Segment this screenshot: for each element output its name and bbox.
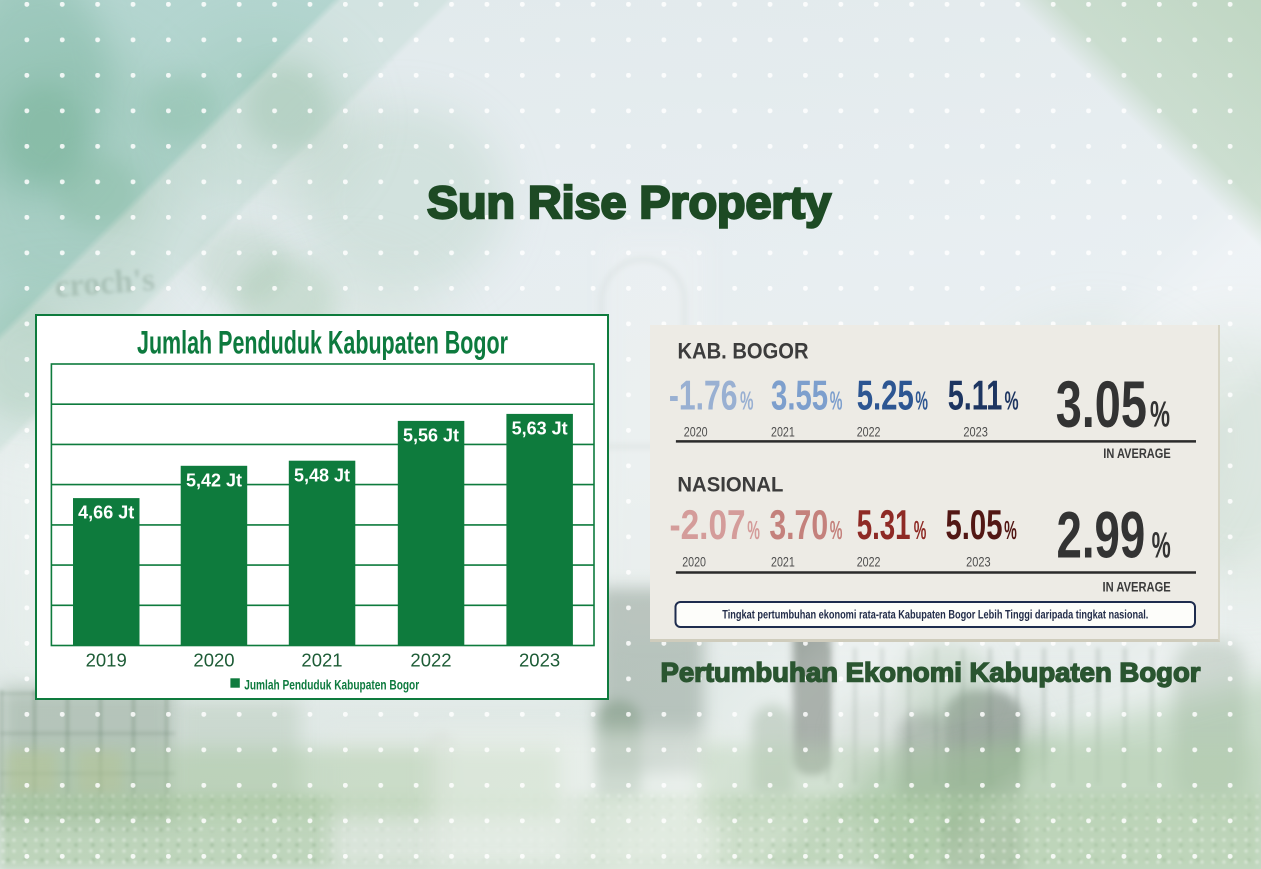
svg-text:%: % [914,515,927,545]
svg-text:%: % [830,515,843,545]
svg-text:%: % [1150,393,1170,434]
svg-text:Jumlah Penduduk Kabupaten Bogo: Jumlah Penduduk Kabupaten Bogor [244,678,420,693]
svg-text:2022: 2022 [857,554,881,569]
svg-text:IN AVERAGE: IN AVERAGE [1103,446,1170,461]
svg-text:5,56 Jt: 5,56 Jt [403,426,459,446]
svg-text:2.99: 2.99 [1057,497,1146,571]
svg-text:4,66 Jt: 4,66 Jt [78,503,134,523]
svg-text:%: % [1152,524,1171,565]
svg-text:-1.76: -1.76 [669,372,738,419]
svg-text:3.55: 3.55 [771,372,828,419]
svg-text:2022: 2022 [857,425,881,440]
svg-text:5.05: 5.05 [946,501,1003,548]
svg-text:%: % [830,386,843,416]
svg-text:Jumlah Penduduk Kabupaten Bogo: Jumlah Penduduk Kabupaten Bogor [137,325,508,361]
svg-text:5,42 Jt: 5,42 Jt [186,470,242,490]
svg-text:Sun Rise Property: Sun Rise Property [427,177,831,228]
svg-text:2022: 2022 [410,650,451,671]
svg-text:2023: 2023 [966,554,991,569]
svg-text:5.31: 5.31 [857,501,911,548]
svg-text:Pertumbuhan Ekonomi Kabupaten: Pertumbuhan Ekonomi Kabupaten Bogor [661,657,1201,687]
svg-text:2021: 2021 [771,554,795,569]
svg-text:2021: 2021 [771,425,795,440]
svg-text:2019: 2019 [86,650,127,671]
svg-text:5.25: 5.25 [857,372,914,419]
svg-text:%: % [915,386,928,416]
svg-text:IN AVERAGE: IN AVERAGE [1103,580,1171,595]
svg-text:3.70: 3.70 [769,501,828,548]
svg-text:%: % [1004,515,1017,545]
svg-text:2021: 2021 [301,650,342,671]
svg-text:NASIONAL: NASIONAL [677,474,783,497]
svg-text:Tingkat pertumbuhan ekonomi ra: Tingkat pertumbuhan ekonomi rata-rata Ka… [722,610,1148,622]
svg-text:2023: 2023 [519,650,560,671]
svg-text:-2.07: -2.07 [670,501,746,548]
svg-text:3.05: 3.05 [1056,367,1147,441]
svg-text:5,63 Jt: 5,63 Jt [512,419,568,439]
svg-text:2020: 2020 [682,554,706,569]
svg-text:%: % [747,515,760,545]
svg-text:%: % [1005,386,1019,416]
svg-text:%: % [740,386,754,416]
svg-text:5,48 Jt: 5,48 Jt [294,465,350,485]
svg-text:2023: 2023 [963,425,988,440]
svg-text:2020: 2020 [684,425,708,440]
svg-text:KAB. BOGOR: KAB. BOGOR [678,338,809,363]
svg-text:5.11: 5.11 [948,372,1003,419]
svg-text:2020: 2020 [193,650,234,671]
